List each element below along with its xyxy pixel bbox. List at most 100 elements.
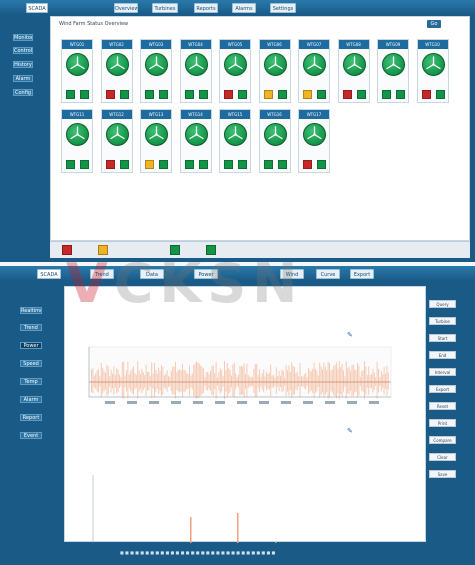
sidebar-item-power[interactable]: Power: [20, 342, 42, 349]
trend-bar: [385, 373, 386, 389]
edit-icon-2[interactable]: ✎: [347, 427, 353, 435]
turbine-dial-icon: [145, 53, 168, 76]
trend-bar: [364, 361, 365, 399]
turbine-card[interactable]: WTG06: [258, 39, 291, 103]
trend-bar: [219, 367, 221, 394]
trend-bar: [98, 369, 99, 393]
edit-icon[interactable]: ✎: [347, 331, 353, 339]
query-panel-button[interactable]: Export: [429, 385, 456, 393]
turbine-card[interactable]: WTG08: [337, 39, 370, 103]
turbine-card[interactable]: WTG03: [140, 39, 172, 103]
tab-overview[interactable]: Overview: [114, 3, 138, 13]
turbine-card[interactable]: WTG01: [61, 39, 93, 103]
turbine-dial-icon: [263, 53, 287, 76]
trend-bar: [233, 362, 235, 398]
query-panel-button[interactable]: Query: [429, 300, 456, 308]
query-panel-button[interactable]: Turbine: [429, 317, 456, 325]
sidebar-item-report[interactable]: Report: [20, 414, 42, 421]
search-button[interactable]: Go: [427, 20, 441, 28]
trend-bar: [117, 369, 119, 393]
turbine-id-label: WTG06: [259, 40, 290, 49]
trend-bar: [294, 367, 295, 395]
trend-bar: [330, 370, 332, 392]
sidebar-item-speed[interactable]: Speed: [20, 360, 42, 367]
tab-curve[interactable]: Curve: [316, 269, 340, 279]
turbine-card[interactable]: WTG10: [416, 39, 449, 103]
trend-bar: [225, 370, 227, 392]
sidebar-item-config[interactable]: Config: [13, 89, 33, 96]
sidebar-item-alarm[interactable]: Alarm: [13, 75, 33, 82]
query-panel-button[interactable]: Clear: [429, 453, 456, 461]
sidebar-item-event[interactable]: Event: [20, 432, 42, 439]
trend-bar: [245, 373, 246, 389]
turbine-card[interactable]: WTG13: [140, 109, 172, 173]
query-panel-button[interactable]: Compare: [429, 436, 456, 444]
trend-bar: [212, 365, 214, 396]
tab-settings[interactable]: Settings: [270, 3, 296, 13]
turbine-card[interactable]: WTG12: [100, 109, 133, 173]
trend-bar: [113, 366, 115, 395]
trend-bar: [337, 368, 339, 393]
tab-reports[interactable]: Reports: [194, 3, 218, 13]
query-panel-button[interactable]: Interval: [429, 368, 456, 376]
turbine-card[interactable]: WTG15: [219, 109, 251, 173]
tab-data[interactable]: Data: [140, 269, 164, 279]
status-indicator-icon: [145, 160, 154, 169]
trend-bar: [303, 374, 305, 389]
turbine-card[interactable]: WTG02: [100, 39, 133, 103]
turbine-card[interactable]: WTG11: [61, 109, 93, 173]
trend-bar: [131, 368, 133, 394]
turbine-card[interactable]: WTG07: [298, 39, 330, 103]
tab-alarms[interactable]: Alarms: [232, 3, 256, 13]
trend-bar: [338, 361, 340, 399]
trend-bar: [135, 374, 137, 388]
turbine-card[interactable]: WTG17: [298, 109, 330, 173]
trend-bar: [187, 373, 189, 389]
trend-bar: [162, 366, 164, 395]
status-indicator-icon: [263, 160, 273, 169]
tab-wind[interactable]: Wind: [280, 269, 304, 279]
sidebar-item-alarm-log[interactable]: Alarm: [20, 396, 42, 403]
x-tick-mark: [127, 401, 137, 404]
turbine-card[interactable]: WTG14: [179, 109, 212, 173]
turbine-id-label: WTG14: [180, 110, 211, 119]
tab-power[interactable]: Power: [194, 269, 218, 279]
sidebar-item-realtime[interactable]: Realtime: [20, 307, 42, 314]
tab-turbines[interactable]: Turbines: [152, 3, 178, 13]
tab-scada[interactable]: SCADA: [26, 3, 48, 13]
sidebar-item-temp[interactable]: Temp: [20, 378, 42, 385]
trend-bar: [247, 374, 249, 388]
tab-export[interactable]: Export: [350, 269, 374, 279]
turbine-card[interactable]: WTG04: [179, 39, 212, 103]
turbine-dial-icon: [105, 123, 129, 146]
trend-spike: [275, 542, 277, 543]
trend-bar: [100, 363, 102, 398]
query-panel-button[interactable]: Print: [429, 419, 456, 427]
sidebar-item-trend[interactable]: Trend: [20, 324, 42, 331]
status-indicator-icon: [184, 160, 194, 169]
query-panel-button[interactable]: Start: [429, 334, 456, 342]
trend-bar: [260, 376, 262, 387]
trend-bar: [354, 369, 356, 393]
tab-bottom-scada[interactable]: SCADA: [37, 269, 61, 279]
tab-trend[interactable]: Trend: [90, 269, 114, 279]
trend-bar: [368, 366, 370, 395]
sidebar-item-monitor[interactable]: Monitor: [13, 34, 33, 41]
trend-bar: [166, 370, 168, 392]
trend-bar: [138, 370, 140, 392]
sidebar-item-control[interactable]: Control: [13, 47, 33, 54]
turbine-card[interactable]: WTG09: [377, 39, 409, 103]
query-panel-button[interactable]: End: [429, 351, 456, 359]
turbine-id-label: WTG17: [299, 110, 329, 119]
trend-bar: [226, 363, 228, 398]
sidebar-item-history[interactable]: History: [13, 61, 33, 68]
turbine-card[interactable]: WTG05: [219, 39, 251, 103]
trend-bar: [320, 366, 322, 395]
status-indicator-icon: [198, 160, 208, 169]
status-indicator-icon: [277, 160, 287, 169]
query-panel-button[interactable]: Reset: [429, 402, 456, 410]
trend-bar: [298, 376, 300, 387]
turbine-card[interactable]: WTG16: [258, 109, 291, 173]
query-panel-button[interactable]: Save: [429, 470, 456, 478]
trend-bar: [378, 369, 379, 393]
